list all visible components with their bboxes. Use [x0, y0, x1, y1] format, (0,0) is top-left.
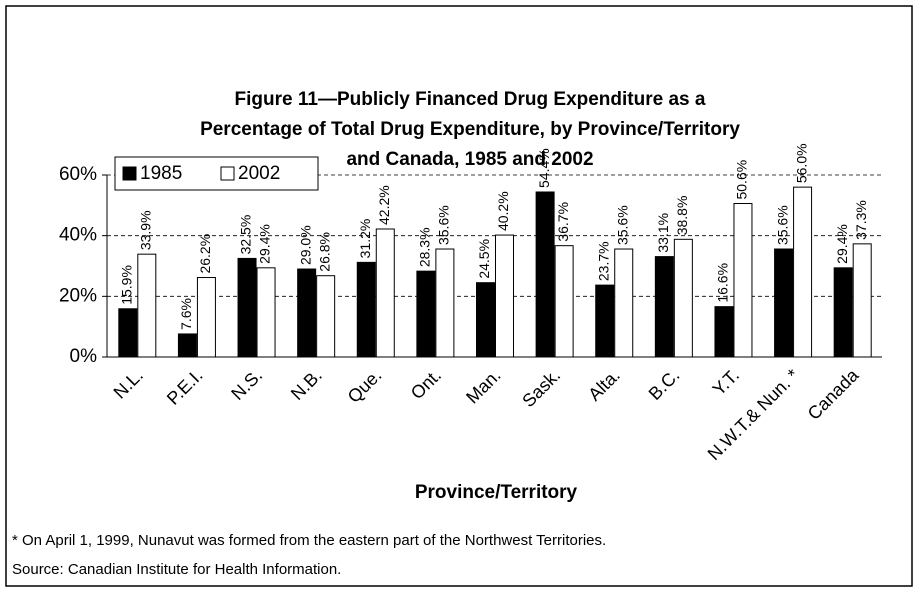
x-axis-label: Province/Territory: [415, 482, 578, 503]
value-label: 16.6%: [715, 263, 731, 303]
bar: [137, 253, 157, 358]
value-label: 29.4%: [834, 224, 850, 264]
bar: [833, 267, 853, 358]
bar: [435, 248, 455, 358]
value-label: 35.6%: [774, 205, 790, 245]
y-tick-label: 40%: [59, 225, 97, 246]
bar: [495, 234, 514, 358]
bar: [774, 248, 794, 358]
value-label: 37.3%: [853, 200, 869, 240]
bar: [375, 228, 395, 358]
value-label: 54.4%: [536, 148, 552, 188]
y-tick-label: 20%: [59, 285, 97, 306]
value-label: 29.4%: [257, 224, 273, 264]
value-label: 56.0%: [793, 143, 809, 183]
footnote: * On April 1, 1999, Nunavut was formed f…: [12, 532, 606, 549]
value-label: 35.6%: [614, 205, 630, 245]
bar: [673, 238, 693, 358]
bar: [356, 261, 376, 358]
chart-title: Figure 11—Publicly Financed Drug Expendi…: [235, 89, 706, 110]
chart-title: Percentage of Total Drug Expenditure, by…: [200, 119, 740, 140]
bar: [416, 270, 436, 358]
bar: [793, 186, 813, 358]
value-label: 38.8%: [674, 196, 690, 236]
value-label: 42.2%: [376, 185, 392, 225]
legend-label: 2002: [238, 163, 280, 184]
legend-swatch: [122, 166, 137, 181]
value-label: 50.6%: [734, 160, 750, 200]
bar: [297, 268, 317, 358]
value-label: 29.0%: [297, 225, 313, 265]
value-label: 36.7%: [555, 202, 571, 242]
bar: [714, 306, 734, 358]
bar: [554, 245, 574, 358]
value-label: 28.3%: [417, 227, 433, 267]
bar: [177, 333, 197, 358]
value-label: 24.5%: [476, 239, 492, 279]
y-tick-label: 60%: [59, 164, 97, 185]
bar: [316, 275, 336, 358]
bar: [614, 248, 634, 358]
bar: [256, 267, 276, 358]
bar: [476, 282, 495, 358]
value-label: 26.2%: [197, 234, 213, 274]
bar: [595, 284, 615, 358]
value-label: 31.2%: [357, 219, 373, 259]
bar: [733, 203, 753, 358]
value-label: 33.9%: [138, 210, 154, 250]
y-tick-label: 0%: [70, 346, 98, 367]
legend-box: [114, 156, 319, 191]
bar: [196, 277, 216, 358]
value-label: 33.1%: [655, 213, 671, 253]
bar: [535, 191, 555, 358]
bar: [852, 243, 872, 358]
value-label: 7.6%: [178, 298, 194, 330]
legend-swatch: [220, 166, 235, 181]
bar: [654, 256, 674, 358]
value-label: 15.9%: [119, 265, 135, 305]
value-label: 32.5%: [238, 215, 254, 255]
value-label: 35.6%: [436, 205, 452, 245]
value-label: 40.2%: [495, 191, 511, 231]
bar: [237, 257, 257, 358]
footnote: Source: Canadian Institute for Health In…: [12, 561, 341, 578]
value-label: 23.7%: [595, 241, 611, 281]
legend-label: 1985: [140, 163, 182, 184]
bar: [118, 308, 138, 358]
value-label: 26.8%: [316, 232, 332, 272]
chart-title: and Canada, 1985 and 2002: [346, 149, 593, 170]
